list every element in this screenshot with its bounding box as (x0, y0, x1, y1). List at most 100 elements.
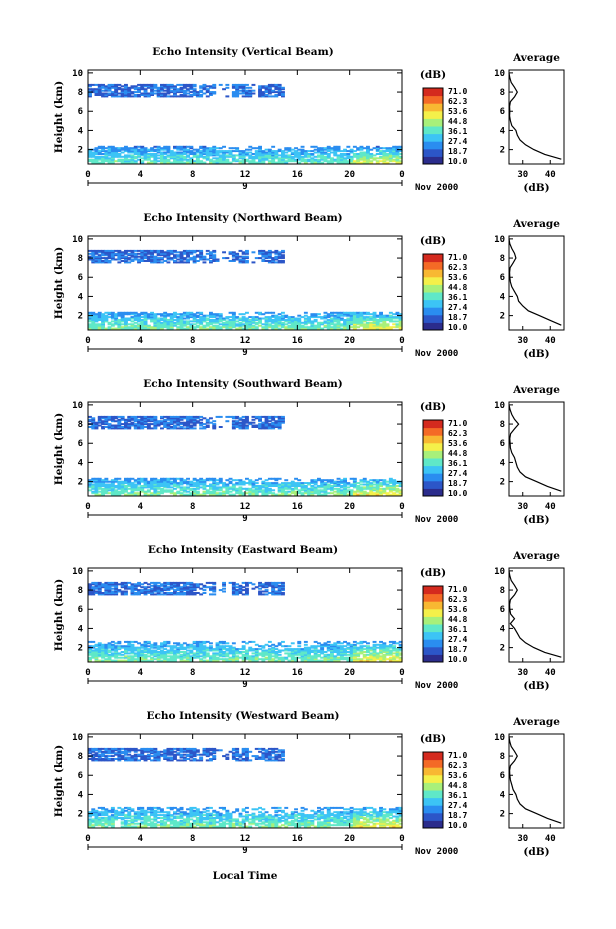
heatmap-cell (107, 326, 112, 329)
heatmap-cell (277, 323, 282, 326)
heatmap-cell (179, 417, 184, 420)
heatmap-cell (352, 327, 357, 330)
heatmap-cell (349, 319, 354, 321)
heatmap-cell (241, 86, 246, 89)
heatmap-cell (245, 324, 249, 327)
heatmap-cell (271, 327, 276, 330)
heatmap-cell (258, 648, 262, 651)
heatmap-cell (192, 646, 197, 649)
heatmap-cell (156, 486, 161, 489)
heatmap-cell (346, 161, 351, 164)
heatmap-cell (346, 317, 351, 320)
heatmap-cell (97, 487, 102, 490)
heatmap-cell (176, 418, 181, 421)
heatmap-cell (150, 420, 154, 423)
avg-y-tick-label: 4 (500, 458, 506, 468)
heatmap-cell (169, 646, 174, 649)
heatmap-cell (398, 161, 403, 164)
heatmap-cell (320, 158, 325, 161)
heatmap-cell (146, 154, 151, 157)
heatmap-cell (395, 313, 400, 316)
heatmap-cell (222, 655, 226, 658)
heatmap-cell (160, 251, 164, 254)
heatmap-cell (91, 319, 96, 321)
heatmap-cell (320, 483, 325, 486)
heatmap-cell (97, 94, 102, 96)
heatmap-cell (274, 314, 279, 317)
heatmap-cell (176, 161, 181, 164)
heatmap-cell (179, 651, 184, 653)
heatmap-cell (290, 320, 295, 323)
heatmap-cell (173, 311, 177, 314)
heatmap-cell (359, 161, 364, 164)
heatmap-cell (241, 260, 246, 262)
heatmap-cell (300, 326, 305, 329)
heatmap-cell (110, 493, 115, 496)
heatmap-cell (182, 583, 187, 586)
heatmap-cell (88, 94, 92, 96)
heatmap-cell (339, 645, 344, 648)
heatmap-cell (281, 157, 285, 160)
heatmap-cell (385, 324, 390, 327)
heatmap-cell (225, 642, 230, 645)
heatmap-cell (91, 653, 96, 656)
heatmap-cell (277, 154, 282, 157)
heatmap-cell (169, 586, 174, 589)
heatmap-cell (133, 479, 138, 482)
heatmap-cell (143, 642, 148, 645)
heatmap-cell (205, 95, 210, 98)
heatmap-cell (271, 258, 276, 261)
heatmap-cell (130, 640, 135, 643)
heatmap-cell (326, 316, 331, 319)
heatmap-cell (290, 490, 295, 493)
heatmap-cell (300, 658, 305, 661)
heatmap-cell (313, 483, 318, 486)
heatmap-cell (137, 656, 141, 659)
heatmap-cell (124, 145, 128, 148)
heatmap-cell (375, 480, 380, 483)
heatmap-cell (245, 418, 249, 421)
heatmap-cell (143, 249, 148, 252)
heatmap-cell (94, 590, 99, 593)
heatmap-cell (320, 646, 325, 649)
heatmap-cell (120, 417, 125, 420)
heatmap-cell (388, 157, 393, 160)
heatmap-cell (179, 586, 184, 589)
panel-title: Echo Intensity (Eastward Beam) (148, 544, 338, 556)
heatmap-cell (124, 646, 128, 649)
heatmap-cell (163, 482, 168, 485)
heatmap-cell (235, 257, 240, 260)
heatmap-cell (137, 150, 141, 153)
heatmap-cell (137, 155, 141, 158)
heatmap-cell (130, 418, 135, 421)
heatmap-cell (156, 260, 161, 262)
heatmap-cell (169, 251, 174, 254)
colorbar-title: (dB) (420, 401, 446, 413)
avg-x-tick-label: 40 (545, 170, 556, 180)
heatmap-cell (137, 480, 141, 483)
heatmap-cell (310, 645, 315, 648)
heatmap-cell (153, 150, 158, 153)
heatmap-cell (287, 659, 292, 662)
heatmap-cell (300, 157, 305, 160)
heatmap-cell (146, 485, 151, 487)
heatmap-cell (290, 480, 295, 483)
heatmap-cell (101, 655, 105, 658)
avg-x-tick-label: 40 (545, 502, 556, 512)
heatmap-cell (169, 658, 174, 661)
heatmap-cell (235, 593, 240, 596)
heatmap-cell (143, 643, 148, 646)
heatmap-cell (202, 584, 207, 587)
heatmap-cell (133, 321, 138, 324)
heatmap-cell (163, 483, 168, 486)
heatmap-cell (189, 415, 194, 418)
colorbar-swatch (423, 284, 443, 293)
heatmap-cell (189, 581, 194, 584)
heatmap-cell (231, 252, 236, 255)
heatmap-cell (310, 320, 315, 323)
heatmap-cell (166, 640, 171, 643)
heatmap-cell (160, 643, 164, 646)
heatmap-cell (205, 319, 210, 321)
heatmap-cell (107, 656, 112, 659)
heatmap-cell (120, 260, 125, 262)
